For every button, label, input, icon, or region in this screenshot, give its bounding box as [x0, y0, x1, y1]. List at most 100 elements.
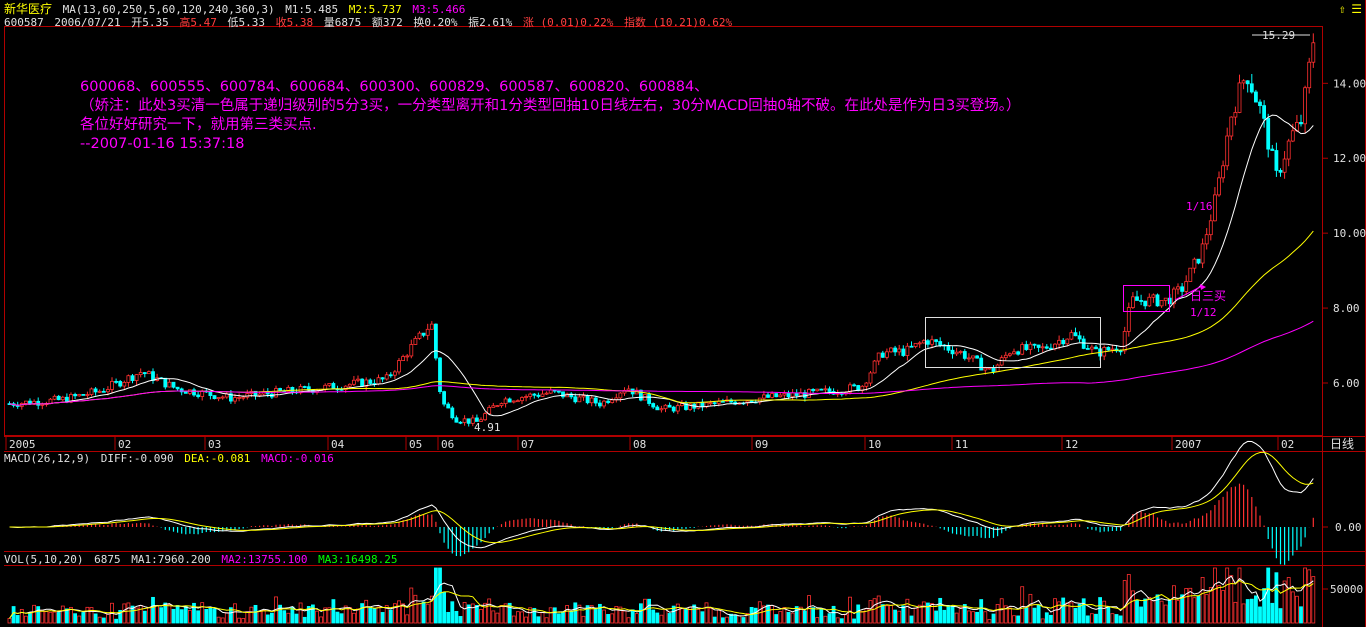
candle-body — [913, 342, 918, 347]
volume-bar — [118, 609, 123, 624]
date-tick-label: 11 — [955, 438, 968, 451]
volume-bar — [52, 611, 57, 624]
candle-body — [228, 393, 233, 402]
volume-bar — [708, 607, 713, 624]
volume-bar — [319, 616, 324, 624]
volume-bar — [893, 609, 897, 624]
vol-ma2: MA2:13755.100 — [221, 553, 308, 566]
volume-bar — [73, 613, 77, 624]
volume-bar — [1266, 567, 1271, 624]
volume-bar — [208, 607, 213, 624]
volume-bar — [655, 612, 660, 624]
candle-body — [917, 342, 922, 345]
candle-body — [885, 351, 889, 358]
candle-body — [425, 328, 430, 336]
candle-body — [1221, 165, 1225, 179]
candle-body — [1245, 80, 1250, 85]
pin-icon[interactable]: ⇧ — [1338, 2, 1346, 16]
candle-body — [995, 364, 1000, 372]
candle-body — [1192, 258, 1197, 269]
candle-body — [1290, 130, 1295, 142]
candle-body — [524, 396, 528, 398]
candle-body — [1061, 339, 1066, 345]
header-line-2: 600587 2006/07/21 开5.35 高5.47 低5.33 收5.3… — [4, 16, 736, 30]
volume-bar — [175, 605, 180, 624]
volume-bar — [1262, 588, 1266, 624]
volume-bar — [1176, 600, 1180, 624]
candle-body — [1274, 150, 1279, 171]
volume-bar — [1282, 580, 1287, 624]
volume-bar — [1229, 575, 1234, 624]
candle-body — [557, 390, 561, 393]
volume-bar — [876, 595, 881, 624]
candle-body — [905, 345, 910, 356]
volume-bar — [19, 608, 24, 624]
candle-body — [1200, 243, 1205, 264]
date-tick-label: 02 — [1281, 438, 1294, 451]
candle-body — [827, 388, 832, 392]
volume-bar — [85, 606, 90, 624]
menu-icon[interactable]: ☰ — [1351, 2, 1362, 16]
volume-bar — [1016, 615, 1020, 624]
candle-body — [585, 395, 590, 404]
volume-bar — [511, 615, 516, 624]
candle-body — [958, 351, 963, 353]
candle-body — [1012, 351, 1016, 355]
volume-bar — [733, 614, 738, 624]
open-price: 开5.35 — [131, 16, 169, 29]
volume-bar — [1307, 569, 1312, 624]
macd-params: MACD(26,12,9) — [4, 452, 91, 465]
zhongshu-box-2 — [1123, 285, 1170, 312]
candle-body — [1254, 91, 1258, 103]
candle-body — [815, 388, 820, 392]
candle-body — [975, 355, 979, 359]
volume-bar — [101, 617, 106, 624]
volume-bar — [163, 602, 168, 624]
high-price: 高5.47 — [179, 16, 217, 29]
volume-bar — [171, 608, 176, 624]
volume-bar — [417, 603, 422, 624]
volume-bar — [1196, 595, 1201, 624]
volume-bar — [1061, 597, 1066, 624]
candle-body — [1180, 286, 1184, 292]
candle-body — [987, 367, 992, 370]
candle-body — [581, 395, 586, 398]
volume-bar — [388, 609, 393, 624]
candle-body — [934, 339, 938, 342]
candle-body — [23, 400, 28, 404]
candle-body — [409, 344, 414, 357]
volume-bar — [372, 608, 377, 624]
volume-bar — [442, 591, 447, 624]
volume-bar — [282, 610, 287, 624]
volume-bar — [93, 613, 98, 624]
volume-bar — [1217, 585, 1221, 624]
volume-bar — [315, 610, 319, 624]
volume-bar — [306, 606, 311, 624]
volume-bar — [593, 607, 598, 624]
volume-bar — [89, 607, 94, 624]
volume-bar — [696, 608, 701, 624]
volume-bar — [942, 609, 947, 624]
candle-body — [561, 391, 565, 398]
volume-bar — [1254, 595, 1258, 624]
volume-bar — [347, 607, 352, 624]
candle-body — [278, 388, 283, 392]
candle-body — [351, 379, 356, 385]
candle-body — [1262, 105, 1266, 119]
date-tick-label: 08 — [633, 438, 646, 451]
annotation-text: 600068、600555、600784、600684、600300、60082… — [80, 78, 1020, 154]
volume-bar — [794, 606, 799, 624]
candle-body — [1057, 339, 1061, 345]
volume-bar — [15, 615, 20, 624]
volume-bar — [704, 602, 709, 624]
candle-body — [593, 397, 598, 404]
volume-bar — [1303, 567, 1307, 624]
candle-body — [848, 384, 852, 393]
price-tick-label: 14.00 — [1333, 77, 1366, 90]
volume-bar — [466, 604, 471, 624]
volume-bar — [889, 604, 893, 624]
volume-bar — [1020, 586, 1025, 624]
candle-body — [721, 400, 725, 403]
candle-body — [598, 402, 602, 407]
candle-body — [110, 381, 114, 390]
